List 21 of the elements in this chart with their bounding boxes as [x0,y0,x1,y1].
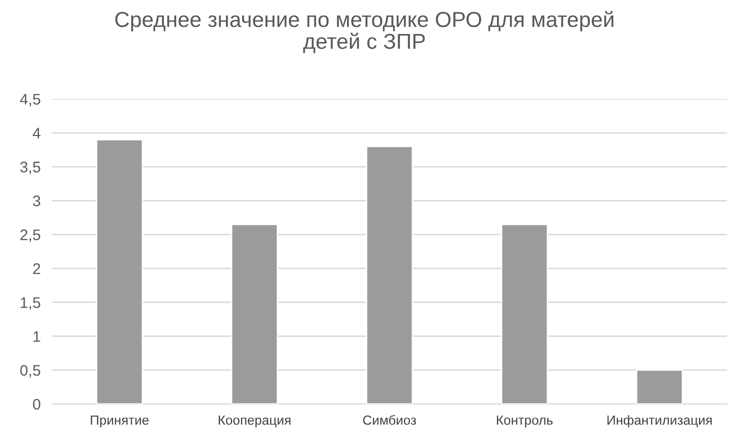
bar [636,369,684,404]
y-tick-label: 4 [32,128,40,138]
y-tick-label: 3 [32,196,40,206]
y-tick-label: 0 [32,398,40,410]
chart-title: Среднее значение по методике ОРО для матерей детей с ЗПР [115,10,614,54]
x-tick-label: Принятие [90,416,149,428]
x-tick-label: Контроль [496,416,553,428]
y-tick-label: 4,5 [20,94,40,106]
y-tick-label: 1 [34,331,40,342]
y-tick-label: 3,5 [20,162,40,174]
bar [230,224,278,404]
bar [500,224,548,404]
bar [96,138,144,404]
y-tick-label: 0,5 [20,364,40,378]
y-tick-label: 2 [33,263,40,274]
x-tick-label: Инфантилизация [607,415,712,428]
y-tick-label: 1,5 [20,297,40,310]
y-tick-label: 2,5 [20,229,40,242]
x-tick-label: Кооперация [218,416,290,428]
bar [366,146,414,404]
x-tick-label: Симбиоз [363,414,416,425]
